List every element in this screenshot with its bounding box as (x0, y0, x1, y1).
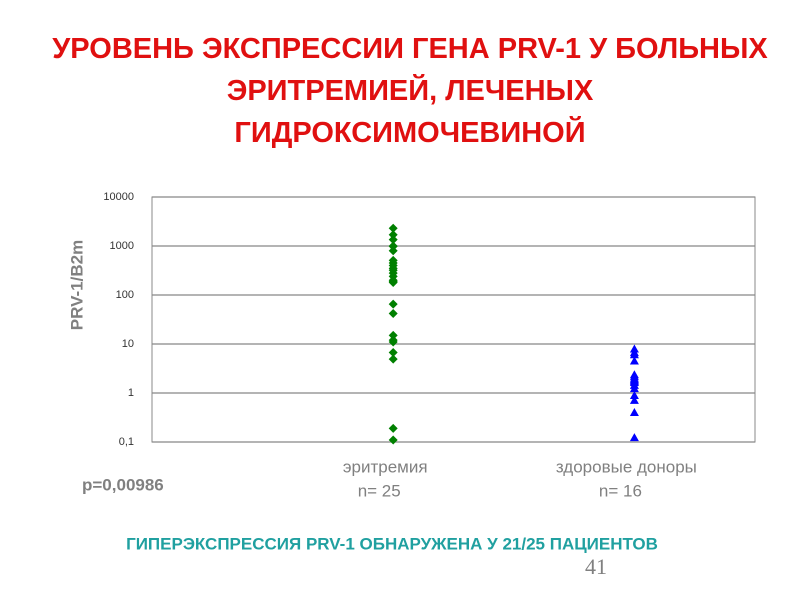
category-note: n= 16 (599, 481, 642, 500)
point (388, 230, 398, 240)
point (629, 384, 639, 393)
category-note: n= 25 (358, 481, 401, 500)
annotation: p=0,00986 (82, 475, 164, 494)
point (629, 408, 639, 417)
y-axis-label: PRV-1/B2m (67, 240, 86, 330)
point (388, 246, 398, 256)
point (388, 423, 398, 433)
y-tick-label: 10 (122, 338, 134, 350)
y-tick-label: 1 (128, 387, 134, 399)
point (629, 390, 639, 399)
plot-frame (151, 196, 756, 443)
point (388, 330, 398, 340)
point (388, 308, 398, 318)
slide-title: УРОВЕНЬ ЭКСПРЕССИИ ГЕНА PRV-1 У БОЛЬНЫХ … (52, 33, 768, 149)
x-tick-label: здоровые доноры (556, 457, 697, 476)
point (388, 299, 398, 309)
point (388, 277, 398, 287)
point (388, 435, 398, 445)
point (388, 348, 398, 358)
y-tick-label: 1000 (110, 240, 134, 252)
point (629, 350, 639, 359)
y-tick-label: 0,1 (119, 436, 134, 448)
point (629, 433, 639, 442)
y-tick-label: 100 (116, 289, 134, 301)
point (629, 395, 639, 404)
x-tick-label: эритремия (343, 457, 428, 476)
footer: ГИПЕРЭКСПРЕССИЯ PRV-1 ОБНАРУЖЕНА У 21/25… (126, 534, 658, 553)
page-number: 41 (585, 554, 607, 579)
point (388, 337, 398, 347)
y-tick-label: 10000 (103, 191, 134, 203)
point (629, 356, 639, 365)
point (388, 223, 398, 233)
point (388, 354, 398, 364)
point (388, 235, 398, 245)
